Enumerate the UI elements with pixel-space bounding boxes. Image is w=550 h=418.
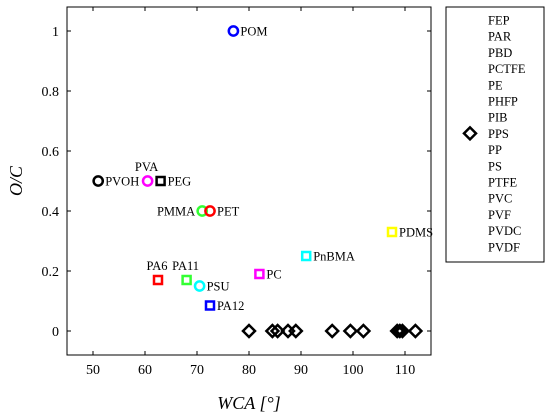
plot-area: 50 60 70 80 90 100 110 0 0.2 0.4 0.6 0.8 1 POM PVAPVO… xyxy=(42,6,433,378)
y-tick-label: 0 xyxy=(52,325,59,340)
point-pa6 xyxy=(152,274,164,286)
legend-entry-pib: PIB xyxy=(488,111,507,125)
label-pvoh: PVOH xyxy=(105,175,139,189)
pps-diamond-point xyxy=(342,323,359,339)
label-peg: PEG xyxy=(168,175,192,189)
legend-entry-pps: PPS xyxy=(488,127,509,141)
legend-entry-phfp: PHFP xyxy=(488,95,518,109)
x-axis-label: WCA [°] xyxy=(217,393,280,413)
legend-entry-pvc: PVC xyxy=(488,192,512,206)
legend-entry-pctfe: PCTFE xyxy=(488,62,526,76)
point-pa11 xyxy=(181,274,192,286)
point-pnbma xyxy=(300,250,312,262)
pps-diamond-point xyxy=(241,323,257,339)
point-pom xyxy=(227,25,240,37)
legend-diamond-marker xyxy=(462,125,478,142)
x-tick-label: 90 xyxy=(294,363,308,378)
label-pet: PET xyxy=(217,205,240,219)
pps-diamond-point xyxy=(324,323,340,339)
label-pa11: PA11 xyxy=(172,259,199,273)
legend: FEP PAR PBD PCTFE PE PHFP PIB PPS PP PS PTFE PVC PVF… xyxy=(445,6,545,263)
y-tick-label: 0.2 xyxy=(42,265,60,280)
legend-entry-par: PAR xyxy=(488,30,512,44)
point-peg xyxy=(155,175,166,187)
point-psu xyxy=(193,280,206,292)
point-pa12 xyxy=(204,300,216,311)
point-pc xyxy=(254,268,265,280)
x-tick-label: 110 xyxy=(395,363,415,378)
pps-diamond-point xyxy=(288,323,304,339)
y-axis-label: O/C xyxy=(6,165,26,196)
pps-diamond-point xyxy=(264,323,281,339)
point-pva xyxy=(141,175,154,187)
pps-diamond-point xyxy=(394,323,411,339)
legend-entry-fep: FEP xyxy=(488,14,510,28)
x-tick-label: 100 xyxy=(343,363,364,378)
point-pdms xyxy=(386,226,398,238)
pps-diamond-point xyxy=(269,323,286,339)
label-pnbma: PnBMA xyxy=(313,250,355,264)
legend-box xyxy=(445,6,545,263)
legend-items: FEP PAR PBD PCTFE PE PHFP PIB PPS PP PS PTFE PVC PVF… xyxy=(462,14,526,254)
pps-diamond-point xyxy=(392,323,408,339)
legend-entry-pp: PP xyxy=(488,143,502,157)
data-marks xyxy=(92,25,424,339)
pps-diamond-point xyxy=(407,323,424,339)
legend-entry-pvdf: PVDF xyxy=(488,240,520,254)
y-tick-label: 1 xyxy=(52,25,59,40)
axis-ticks: 50 60 70 80 90 100 110 0 0.2 0.4 0.6 0.8 1 xyxy=(42,7,431,378)
label-pdms: PDMS xyxy=(399,226,433,240)
label-pa12: PA12 xyxy=(217,299,244,313)
point-pet xyxy=(204,205,216,217)
label-psu: PSU xyxy=(207,280,230,294)
y-tick-label: 0.8 xyxy=(42,85,60,100)
y-tick-label: 0.6 xyxy=(42,145,60,160)
legend-entry-pe: PE xyxy=(488,78,503,92)
label-pmma: PMMA xyxy=(157,205,195,219)
x-tick-label: 50 xyxy=(86,363,100,378)
pps-diamond-point xyxy=(389,323,405,339)
legend-entry-ps: PS xyxy=(488,159,502,173)
x-tick-label: 80 xyxy=(242,363,256,378)
y-tick-label: 0.4 xyxy=(42,205,60,220)
x-tick-label: 60 xyxy=(138,363,152,378)
legend-entry-pbd: PBD xyxy=(488,46,512,60)
x-tick-label: 70 xyxy=(190,363,204,378)
plot-frame xyxy=(66,6,432,356)
point-pmma xyxy=(196,205,209,217)
label-pc: PC xyxy=(266,268,281,282)
pps-diamond-point xyxy=(355,323,372,339)
label-pva: PVA xyxy=(135,160,158,174)
label-pom: POM xyxy=(240,25,267,39)
legend-entry-ptfe: PTFE xyxy=(488,176,518,190)
point-pvoh xyxy=(92,175,105,187)
legend-entry-pvdc: PVDC xyxy=(488,224,521,238)
legend-entry-pvf: PVF xyxy=(488,208,511,222)
label-pa6: PA6 xyxy=(146,259,167,273)
